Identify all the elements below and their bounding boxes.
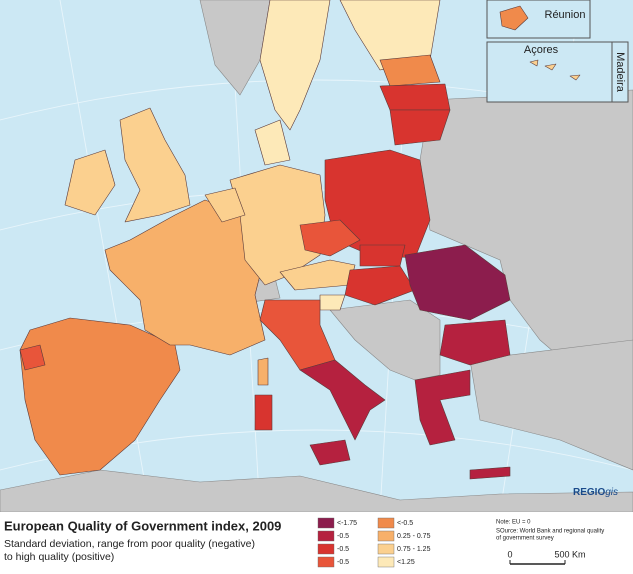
inset-frame	[486, 41, 613, 103]
norway	[199, 0, 271, 96]
legend-label: -0.5	[337, 533, 349, 540]
legend-label: -0.5	[337, 546, 349, 553]
map-title: European Quality of Government index, 20…	[4, 518, 281, 533]
southern-italy	[299, 359, 386, 441]
legend-swatch	[317, 543, 335, 555]
lithuania	[389, 109, 451, 146]
source-line: of government survey	[496, 536, 554, 542]
iberia	[19, 317, 181, 476]
logo-suffix: gis	[605, 487, 618, 498]
sweden	[259, 0, 331, 131]
legend-swatch	[317, 556, 335, 568]
germany	[229, 164, 326, 286]
legend-label: <-0.5	[397, 520, 413, 527]
eu-regions	[19, 0, 511, 480]
latvia	[379, 83, 451, 111]
czechia	[299, 219, 361, 257]
logo-main: REGIO	[573, 487, 605, 498]
note: Note: EU = 0	[496, 520, 531, 526]
inset-label: Madeira	[614, 52, 626, 93]
ireland	[64, 149, 116, 216]
subtitle-line: Standard deviation, range from poor qual…	[4, 538, 255, 550]
turkey	[469, 339, 633, 471]
galicia	[19, 344, 46, 371]
slovakia	[359, 244, 406, 267]
estonia	[379, 54, 441, 87]
legend-swatch	[377, 543, 395, 555]
legend-label: -0.5	[337, 559, 349, 566]
azores-island	[544, 63, 557, 71]
united-kingdom	[119, 107, 191, 223]
logo: REGIOgis	[573, 487, 618, 498]
legend-label: 0.75 - 1.25	[397, 546, 431, 553]
legend-swatch	[377, 556, 395, 568]
legend-swatch	[377, 517, 395, 529]
scale-label: 0	[507, 549, 512, 559]
source-line: SOurce: World Bank and regional quality	[496, 529, 604, 535]
corsica	[257, 357, 269, 386]
legend-swatch	[317, 517, 335, 529]
bulgaria	[439, 319, 511, 366]
scale-label: 500 Km	[554, 549, 585, 559]
hungary	[344, 265, 416, 306]
legend-swatch	[377, 530, 395, 542]
denmark	[254, 119, 291, 166]
inset-label: Réunion	[545, 9, 586, 21]
subtitle-line: to high quality (positive)	[4, 551, 114, 563]
legend: <-1.75 -0.5 -0.5 -0.5 <-0.5 0.25 - 0.75 0.75 -…	[317, 517, 431, 568]
reunion-island	[499, 5, 529, 31]
inset-label: Açores	[524, 44, 559, 56]
sicily	[309, 439, 351, 466]
sardinia	[254, 394, 273, 431]
azores-island	[569, 74, 581, 81]
azores-island	[529, 59, 539, 67]
insets: Réunion Açores Madeira	[486, 0, 629, 103]
greece	[414, 369, 471, 446]
inset-frame	[611, 41, 629, 103]
legend-label: <1.25	[397, 559, 415, 566]
crete	[469, 466, 511, 480]
romania	[404, 244, 511, 321]
legend-swatch	[317, 530, 335, 542]
legend-label: <-1.75	[337, 520, 357, 527]
legend-label: 0.25 - 0.75	[397, 533, 431, 540]
benelux	[204, 187, 246, 223]
